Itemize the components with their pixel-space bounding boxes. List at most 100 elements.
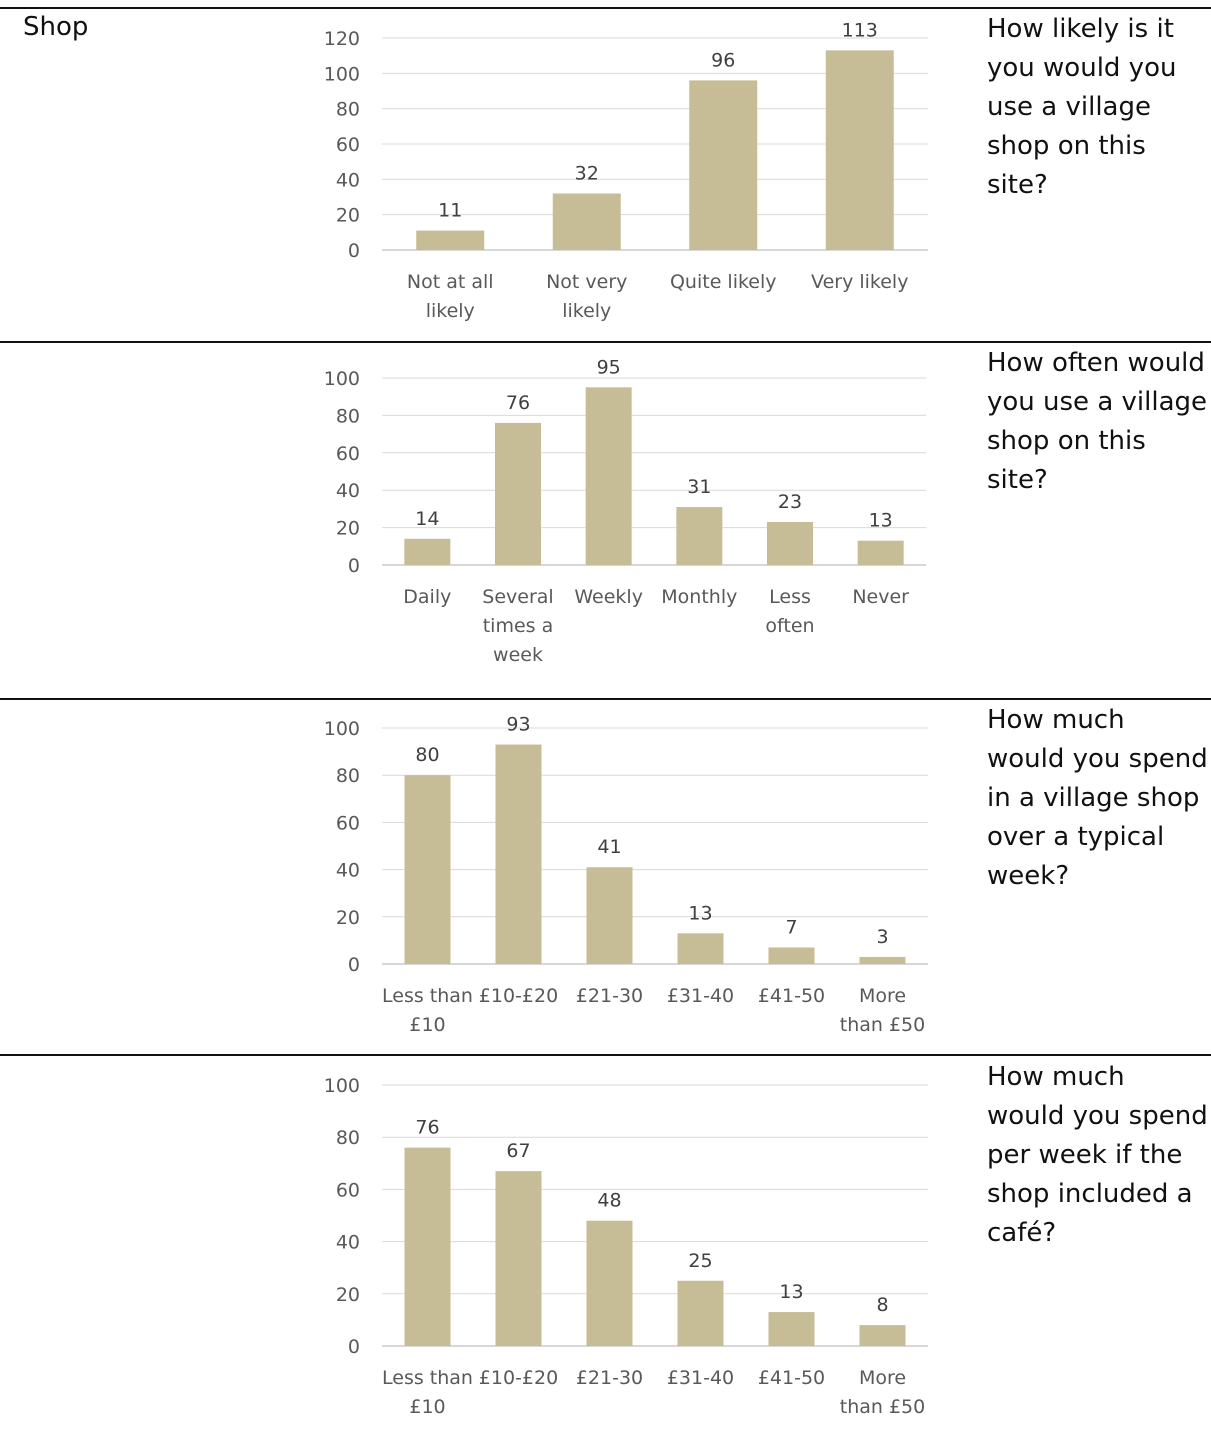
category-label: times a [483, 615, 554, 637]
bar [404, 538, 451, 565]
bar [585, 387, 632, 565]
question-3: How much would you spend in a village sh… [987, 705, 1208, 891]
bar [416, 230, 485, 250]
y-tick-label: 80 [336, 99, 360, 121]
top-divider [0, 7, 1211, 9]
y-tick-label: 20 [336, 1284, 360, 1306]
bar [859, 956, 906, 964]
category-label: £10 [409, 1014, 445, 1036]
data-label: 93 [506, 714, 530, 736]
chart-cafe-spend: 0 20 40 60 80 100 76 Less than £10 67 £10-£20 48 £21… [324, 1075, 928, 1418]
divider-2 [0, 341, 1211, 343]
question-1: How likely is it you would you use a vil… [987, 14, 1177, 200]
category-label: Never [852, 586, 909, 608]
category-label: than £50 [840, 1014, 925, 1036]
data-label: 95 [597, 356, 621, 378]
data-label: 96 [711, 49, 735, 71]
bar [404, 1147, 451, 1346]
data-label: 48 [597, 1190, 621, 1212]
y-tick-label: 120 [324, 28, 360, 50]
bar [676, 507, 723, 565]
category-label: Very likely [811, 271, 908, 293]
y-tick-label: 60 [336, 443, 360, 465]
bar [586, 1220, 633, 1346]
data-label: 67 [506, 1140, 530, 1162]
y-tick-label: 100 [324, 63, 360, 85]
category-label: £21-30 [576, 985, 643, 1007]
category-label: Less than [382, 985, 473, 1007]
data-label: 25 [688, 1250, 712, 1272]
y-tick-label: 40 [336, 169, 360, 191]
y-tick-label: 100 [324, 368, 360, 390]
category-label: Less [769, 586, 811, 608]
category-label: £41-50 [758, 1367, 825, 1389]
category-label: than £50 [840, 1396, 925, 1418]
y-tick-label: 20 [336, 205, 360, 227]
y-tick-label: 100 [324, 718, 360, 740]
category-label: £21-30 [576, 1367, 643, 1389]
category-label: Not very [546, 271, 627, 293]
category-label: £10-£20 [479, 1367, 558, 1389]
data-label: 7 [785, 916, 797, 938]
divider-3 [0, 698, 1211, 700]
data-label: 11 [438, 200, 462, 222]
bar [495, 1171, 542, 1346]
y-tick-label: 100 [324, 1075, 360, 1097]
y-tick-label: 20 [336, 518, 360, 540]
bar [767, 521, 813, 565]
category-label: Quite likely [670, 271, 777, 293]
category-label: Not at all [407, 271, 494, 293]
category-label: More [859, 985, 906, 1007]
bar [677, 933, 724, 964]
data-label: 8 [876, 1294, 888, 1316]
category-label: Several [482, 586, 553, 608]
category-label: £10-£20 [479, 985, 558, 1007]
chart-weekly-spend: 0 20 40 60 80 100 80 Less than £10 93 £10-£20 41 £21… [324, 714, 928, 1036]
category-label: week [493, 644, 543, 666]
bar [859, 1325, 906, 1346]
category-label: More [859, 1367, 906, 1389]
data-label: 13 [688, 902, 712, 924]
category-label: likely [426, 300, 475, 322]
category-label: likely [562, 300, 611, 322]
data-label: 32 [575, 162, 599, 184]
y-tick-label: 20 [336, 907, 360, 929]
section-title: Shop [23, 12, 89, 42]
category-label: £31-40 [667, 1367, 734, 1389]
data-label: 113 [842, 19, 878, 41]
y-tick-label: 0 [348, 555, 360, 577]
category-label: Weekly [574, 586, 643, 608]
category-label: £10 [409, 1396, 445, 1418]
y-tick-label: 60 [336, 134, 360, 156]
bar [495, 744, 542, 964]
category-label: Less than [382, 1367, 473, 1389]
y-tick-label: 0 [348, 240, 360, 262]
bar [768, 947, 815, 964]
bar [677, 1280, 724, 1346]
data-label: 76 [506, 392, 530, 414]
bar [495, 422, 541, 565]
bar [825, 50, 894, 250]
y-tick-label: 60 [336, 812, 360, 834]
y-tick-label: 40 [336, 1232, 360, 1254]
category-label: £31-40 [667, 985, 734, 1007]
question-4: How much would you spend per week if the… [987, 1062, 1208, 1248]
chart-shop-likelihood: 0 20 40 60 80 100 120 11 Not at all likely 32 Not v… [324, 19, 928, 322]
y-tick-label: 40 [336, 860, 360, 882]
data-label: 80 [415, 744, 439, 766]
data-label: 23 [778, 491, 802, 513]
bar [857, 540, 904, 565]
y-tick-label: 0 [348, 954, 360, 976]
bar [689, 80, 758, 251]
divider-4 [0, 1054, 1211, 1056]
data-label: 41 [597, 836, 621, 858]
y-tick-label: 40 [336, 480, 360, 502]
data-label: 3 [876, 926, 888, 948]
data-label: 13 [869, 510, 893, 532]
y-tick-label: 60 [336, 1179, 360, 1201]
bar [768, 1312, 815, 1346]
bar [552, 193, 621, 250]
y-tick-label: 80 [336, 1127, 360, 1149]
category-label: Monthly [661, 586, 737, 608]
data-label: 31 [687, 476, 711, 498]
